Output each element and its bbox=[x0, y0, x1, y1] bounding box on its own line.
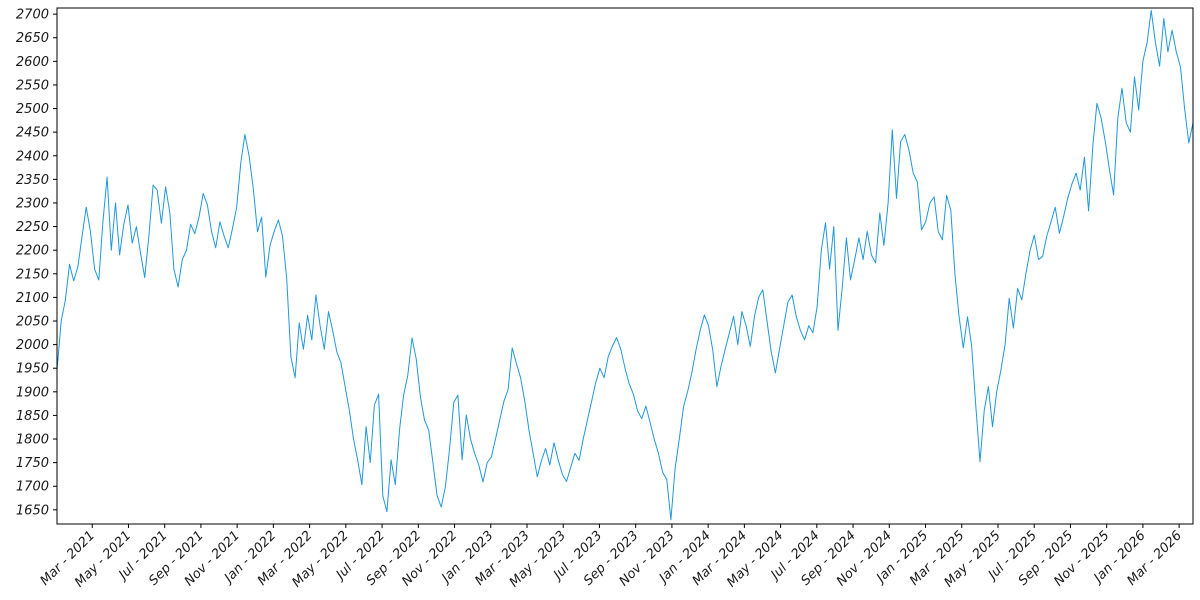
y-tick-label: 2500 bbox=[16, 102, 49, 117]
y-tick-label: 2700 bbox=[16, 8, 49, 23]
y-tick-label: 2050 bbox=[16, 314, 49, 329]
y-tick-label: 1700 bbox=[16, 480, 49, 495]
y-tick-label: 2100 bbox=[16, 291, 49, 306]
y-tick-label: 2550 bbox=[16, 78, 49, 93]
y-tick-label: 1650 bbox=[16, 503, 49, 518]
y-tick-label: 1750 bbox=[16, 456, 49, 471]
y-tick-label: 2600 bbox=[16, 55, 49, 70]
y-tick-label: 1900 bbox=[16, 385, 49, 400]
y-tick-label: 2350 bbox=[16, 173, 49, 188]
y-tick-label: 2300 bbox=[16, 196, 49, 211]
y-tick-label: 2400 bbox=[16, 149, 49, 164]
axes-frame bbox=[56, 7, 1194, 525]
y-tick-label: 1950 bbox=[16, 362, 49, 377]
y-tick-label: 2000 bbox=[16, 338, 49, 353]
price-line-series bbox=[56, 9, 1194, 521]
y-tick-label: 2650 bbox=[16, 31, 49, 46]
y-tick-label: 1850 bbox=[16, 409, 49, 424]
y-tick-label: 2250 bbox=[16, 220, 49, 235]
y-tick-label: 2450 bbox=[16, 126, 49, 141]
y-tick-label: 2200 bbox=[16, 244, 49, 259]
y-tick-label: 1800 bbox=[16, 433, 49, 448]
y-tick-label: 2150 bbox=[16, 267, 49, 282]
